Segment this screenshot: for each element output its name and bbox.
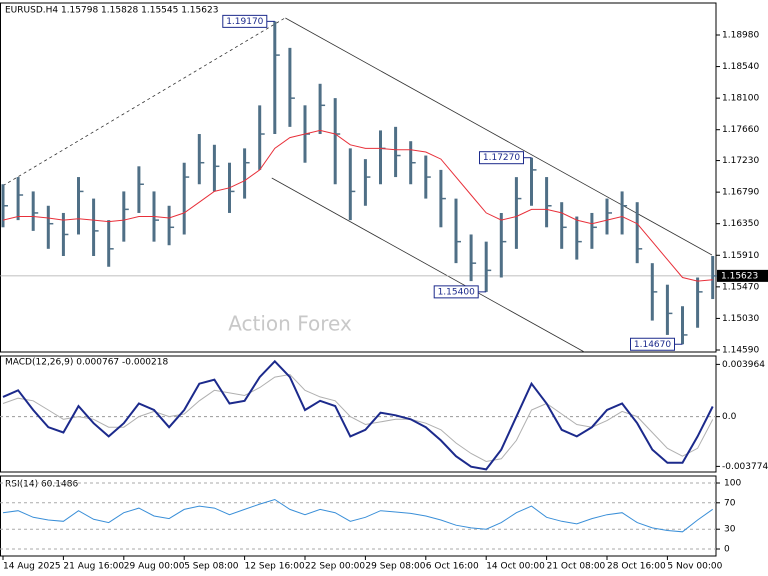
y-tick-label: 1.14590 [722, 345, 759, 355]
y-tick-label: 30 [724, 525, 736, 535]
annotation-label: 1.14670 [634, 340, 671, 350]
rsi-title: RSI(14) 60.1486 [5, 480, 78, 490]
y-tick-label: 1.16790 [722, 188, 759, 198]
annotation-label: 1.19170 [226, 17, 263, 27]
y-tick-label: 100 [724, 478, 741, 488]
y-tick-label: 1.15470 [722, 282, 759, 292]
x-tick-label: 22 Sep 00:00 [305, 562, 365, 572]
y-tick-label: 1.16350 [722, 219, 759, 229]
last-price-label: 1.15623 [721, 271, 758, 281]
x-tick-label: 12 Sep 16:00 [245, 562, 305, 572]
annotation-box [433, 285, 479, 299]
x-tick-label: 21 Oct 08:00 [547, 562, 606, 572]
macd-title: MACD(12,26,9) 0.000767 -0.000218 [5, 358, 168, 368]
moving-average [2, 129, 713, 282]
x-tick-label: 6 Oct 16:00 [426, 562, 479, 572]
last-price-box [717, 269, 768, 282]
pane-frame [0, 2, 717, 353]
annotation-label: 1.17270 [483, 153, 520, 163]
y-tick-label: 70 [724, 498, 736, 508]
annotation-box [630, 337, 675, 351]
y-tick-label: 1.15030 [722, 314, 759, 324]
y-tick-label: 0.003964 [722, 360, 765, 370]
y-tick-label: 0.0 [722, 412, 737, 422]
chart-title: EURUSD.H4 1.15798 1.15828 1.15545 1.1562… [5, 6, 218, 16]
x-tick-label: 14 Aug 2025 [3, 562, 61, 572]
x-tick-label: 29 Aug 00:00 [124, 562, 185, 572]
y-tick-label: 1.17230 [722, 156, 759, 166]
y-tick-label: 1.15910 [722, 251, 759, 261]
y-tick-label: 1.18100 [722, 94, 759, 104]
annotation-box [479, 151, 524, 165]
macd-line [2, 359, 714, 471]
rsi-line [2, 498, 713, 533]
y-tick-label: 1.17660 [722, 125, 759, 135]
y-tick-label: 0 [724, 545, 730, 555]
signal-line [2, 373, 714, 463]
pane-frame [0, 355, 717, 473]
y-tick-label: 1.18540 [722, 62, 759, 72]
x-tick-label: 5 Nov 00:00 [667, 562, 722, 572]
x-tick-label: 5 Sep 08:00 [184, 562, 239, 572]
x-tick-label: 28 Oct 16:00 [607, 562, 666, 572]
annotation-box [222, 14, 268, 28]
y-tick-label: -0.003774 [722, 462, 768, 472]
x-tick-label: 21 Aug 16:00 [63, 562, 124, 572]
x-tick-label: 29 Sep 08:00 [365, 562, 425, 572]
watermark: Action Forex [228, 312, 352, 336]
pane-frame [0, 475, 717, 557]
trend-line [2, 17, 286, 187]
y-tick-label: 1.18980 [722, 31, 759, 41]
trend-line [271, 177, 585, 353]
annotation-label: 1.15400 [438, 287, 475, 297]
trend-line [285, 17, 713, 256]
x-tick-label: 14 Oct 00:00 [486, 562, 545, 572]
